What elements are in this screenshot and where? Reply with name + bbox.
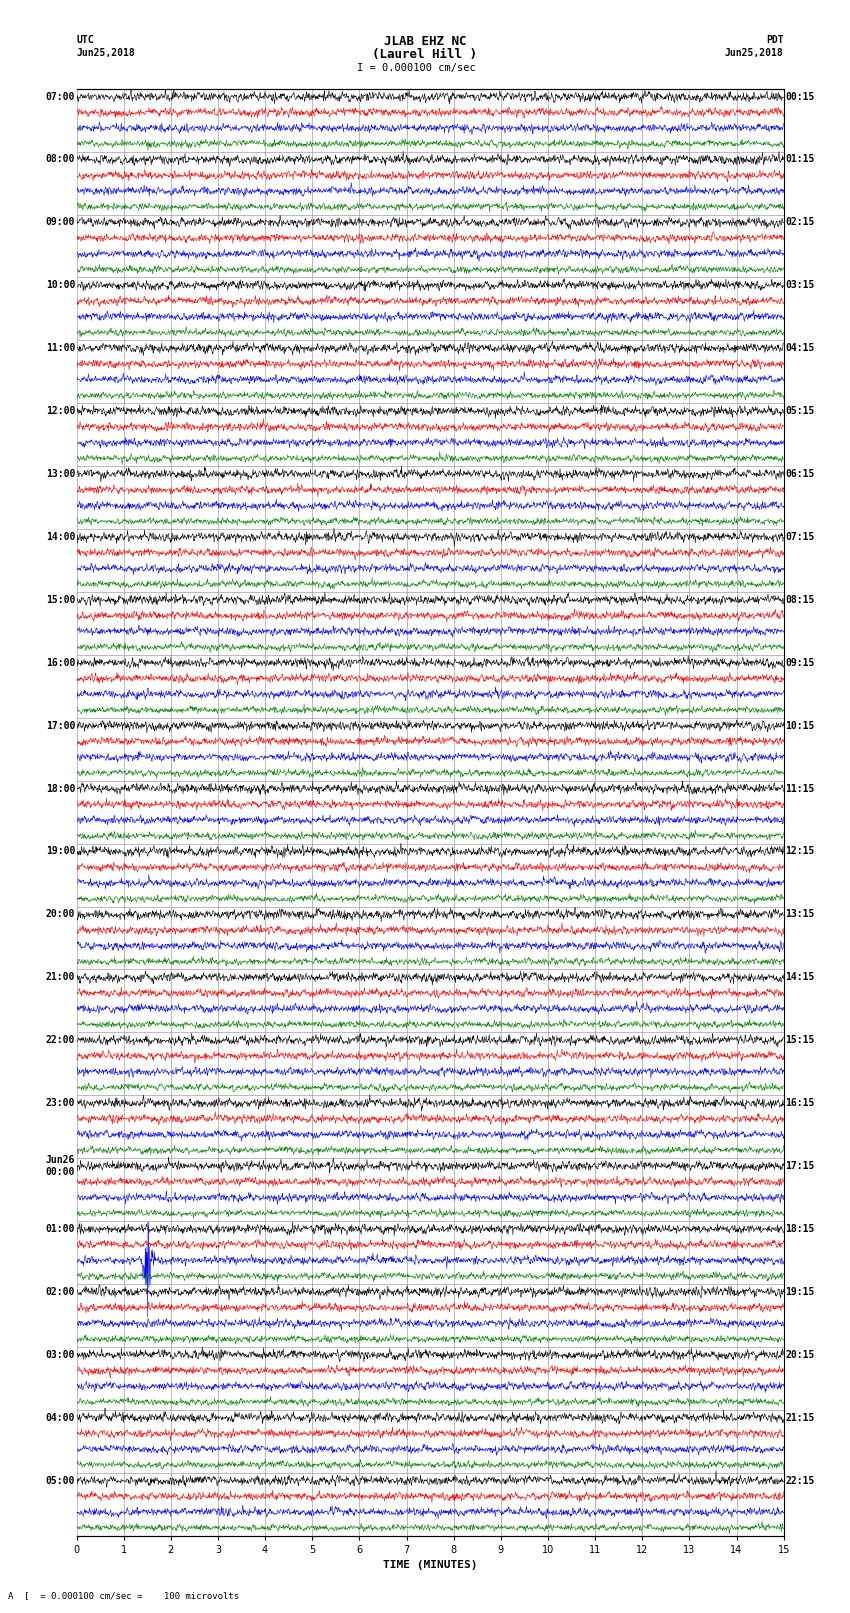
Text: PDT: PDT bbox=[766, 35, 784, 45]
Text: UTC: UTC bbox=[76, 35, 94, 45]
Text: A  [  = 0.000100 cm/sec =    100 microvolts: A [ = 0.000100 cm/sec = 100 microvolts bbox=[8, 1590, 240, 1600]
Text: JLAB EHZ NC: JLAB EHZ NC bbox=[383, 35, 467, 48]
Text: I = 0.000100 cm/sec: I = 0.000100 cm/sec bbox=[357, 63, 476, 73]
X-axis label: TIME (MINUTES): TIME (MINUTES) bbox=[382, 1560, 478, 1569]
Text: (Laurel Hill ): (Laurel Hill ) bbox=[372, 48, 478, 61]
Text: Jun25,2018: Jun25,2018 bbox=[725, 48, 784, 58]
Text: Jun25,2018: Jun25,2018 bbox=[76, 48, 135, 58]
